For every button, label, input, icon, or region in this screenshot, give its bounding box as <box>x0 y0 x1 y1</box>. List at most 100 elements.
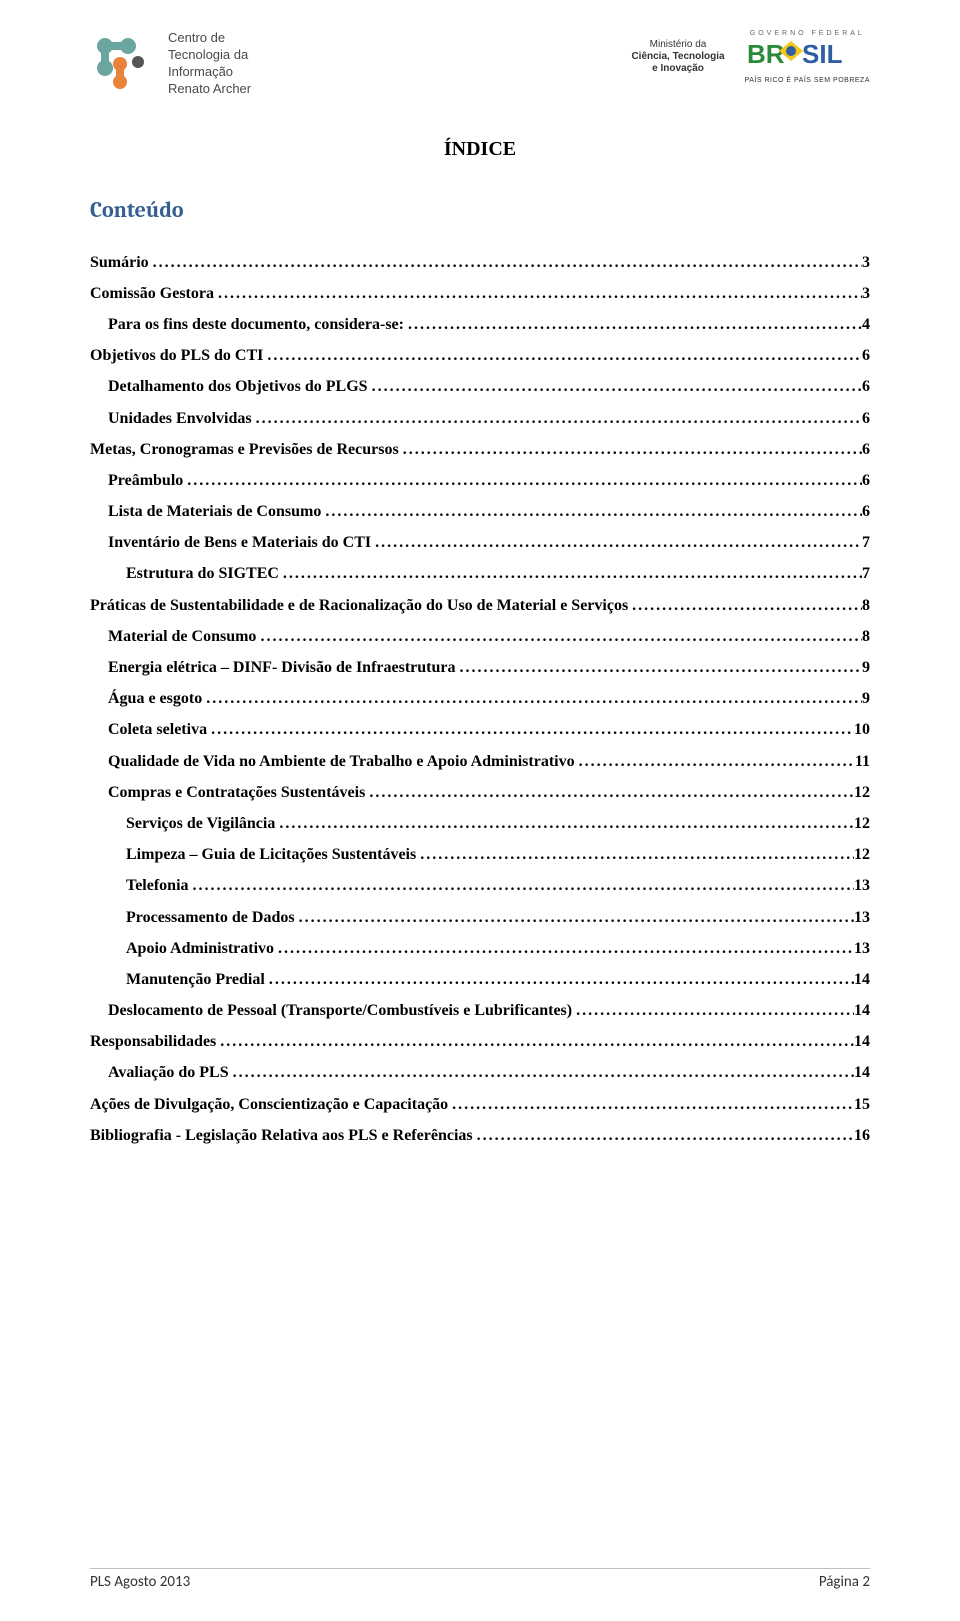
toc-entry-page: 6 <box>862 403 870 434</box>
toc-entry-page: 8 <box>862 621 870 652</box>
toc-entry-page: 13 <box>854 902 870 933</box>
toc-dots <box>183 465 862 496</box>
toc-entry-page: 6 <box>862 434 870 465</box>
toc-entry-page: 14 <box>854 964 870 995</box>
toc-entry-label: Lista de Materiais de Consumo <box>108 496 321 527</box>
brasil-top-text: GOVERNO FEDERAL <box>750 30 865 37</box>
toc-entry-label: Avaliação do PLS <box>108 1057 229 1088</box>
toc-dots <box>448 1089 854 1120</box>
toc-entry[interactable]: Apoio Administrativo 13 <box>90 933 870 964</box>
toc-entry[interactable]: Comissão Gestora3 <box>90 278 870 309</box>
toc-dots <box>321 496 862 527</box>
toc-entry[interactable]: Inventário de Bens e Materiais do CTI7 <box>90 527 870 558</box>
toc-dots <box>207 714 854 745</box>
toc-entry[interactable]: Qualidade de Vida no Ambiente de Trabalh… <box>90 746 870 777</box>
toc-dots <box>263 340 862 371</box>
toc-entry-label: Água e esgoto <box>108 683 202 714</box>
toc-entry-page: 14 <box>854 1057 870 1088</box>
toc-entry[interactable]: Deslocamento de Pessoal (Transporte/Comb… <box>90 995 870 1026</box>
toc-dots <box>229 1057 854 1088</box>
logo-left-text: Centro de Tecnologia da Informação Renat… <box>168 30 251 98</box>
toc-dots <box>416 839 854 870</box>
toc-entry[interactable]: Manutenção Predial 14 <box>90 964 870 995</box>
toc-entry-page: 10 <box>854 714 870 745</box>
toc-entry-label: Processamento de Dados <box>126 902 295 933</box>
toc-dots <box>149 247 862 278</box>
toc-entry-page: 13 <box>854 933 870 964</box>
toc-entry[interactable]: Compras e Contratações Sustentáveis12 <box>90 777 870 808</box>
ministry-text: Ministério da Ciência, Tecnologia e Inov… <box>631 39 724 75</box>
page-header: Centro de Tecnologia da Informação Renat… <box>90 30 870 98</box>
toc-entry-page: 15 <box>854 1089 870 1120</box>
page-footer: PLS Agosto 2013 Página 2 <box>90 1568 870 1591</box>
toc-entry-label: Serviços de Vigilância <box>126 808 275 839</box>
toc-entry[interactable]: Lista de Materiais de Consumo 6 <box>90 496 870 527</box>
svg-text:SIL: SIL <box>802 39 843 69</box>
toc-entry-page: 12 <box>854 808 870 839</box>
toc-entry[interactable]: Metas, Cronogramas e Previsões de Recurs… <box>90 434 870 465</box>
toc-dots <box>275 808 854 839</box>
toc-entry-page: 14 <box>854 1026 870 1057</box>
toc-entry-page: 9 <box>862 652 870 683</box>
document-title: ÍNDICE <box>90 138 870 161</box>
toc-entry[interactable]: Sumário3 <box>90 247 870 278</box>
toc-dots <box>252 403 862 434</box>
toc-entry-label: Objetivos do PLS do CTI <box>90 340 263 371</box>
toc-entry-page: 6 <box>862 340 870 371</box>
toc-entry-label: Manutenção Predial <box>126 964 265 995</box>
footer-right: Página 2 <box>819 1573 870 1591</box>
toc-entry-label: Apoio Administrativo <box>126 933 274 964</box>
toc-entry[interactable]: Bibliografia - Legislação Relativa aos P… <box>90 1120 870 1151</box>
toc-entry-label: Coleta seletiva <box>108 714 207 745</box>
toc-entry-label: Para os fins deste documento, considera-… <box>108 309 404 340</box>
toc-entry-label: Unidades Envolvidas <box>108 403 252 434</box>
toc-dots <box>295 902 854 933</box>
logo-right-group: Ministério da Ciência, Tecnologia e Inov… <box>631 30 870 84</box>
table-of-contents: Sumário3Comissão Gestora3Para os fins de… <box>90 247 870 1151</box>
toc-entry-label: Telefonia <box>126 870 189 901</box>
toc-entry-label: Limpeza – Guia de Licitações Sustentávei… <box>126 839 416 870</box>
toc-entry[interactable]: Energia elétrica – DINF- Divisão de Infr… <box>90 652 870 683</box>
toc-entry-label: Material de Consumo <box>108 621 256 652</box>
toc-dots <box>274 933 854 964</box>
toc-entry[interactable]: Objetivos do PLS do CTI 6 <box>90 340 870 371</box>
brasil-sub-text: PAÍS RICO É PAÍS SEM POBREZA <box>745 77 870 84</box>
toc-entry-page: 7 <box>862 558 870 589</box>
toc-entry-label: Compras e Contratações Sustentáveis <box>108 777 365 808</box>
toc-entry[interactable]: Responsabilidades14 <box>90 1026 870 1057</box>
toc-entry[interactable]: Limpeza – Guia de Licitações Sustentávei… <box>90 839 870 870</box>
toc-entry-page: 8 <box>862 590 870 621</box>
toc-entry[interactable]: Ações de Divulgação, Conscientização e C… <box>90 1089 870 1120</box>
toc-entry[interactable]: Telefonia13 <box>90 870 870 901</box>
toc-entry-page: 6 <box>862 465 870 496</box>
brasil-logo: GOVERNO FEDERAL BR SIL PAÍS RICO É PAÍS … <box>745 30 870 84</box>
toc-entry[interactable]: Avaliação do PLS 14 <box>90 1057 870 1088</box>
page-container: Centro de Tecnologia da Informação Renat… <box>0 0 960 1621</box>
toc-entry[interactable]: Preâmbulo6 <box>90 465 870 496</box>
toc-dots <box>265 964 854 995</box>
toc-dots <box>214 278 862 309</box>
toc-entry-page: 4 <box>862 309 870 340</box>
toc-entry[interactable]: Práticas de Sustentabilidade e de Racion… <box>90 590 870 621</box>
toc-entry[interactable]: Para os fins deste documento, considera-… <box>90 309 870 340</box>
toc-entry[interactable]: Processamento de Dados 13 <box>90 902 870 933</box>
toc-entry-page: 6 <box>862 496 870 527</box>
toc-entry[interactable]: Coleta seletiva 10 <box>90 714 870 745</box>
toc-entry[interactable]: Estrutura do SIGTEC7 <box>90 558 870 589</box>
toc-entry[interactable]: Serviços de Vigilância 12 <box>90 808 870 839</box>
toc-entry[interactable]: Água e esgoto9 <box>90 683 870 714</box>
toc-entry-label: Práticas de Sustentabilidade e de Racion… <box>90 590 628 621</box>
toc-entry-label: Metas, Cronogramas e Previsões de Recurs… <box>90 434 399 465</box>
toc-entry[interactable]: Detalhamento dos Objetivos do PLGS6 <box>90 371 870 402</box>
ministry-line2: Ciência, Tecnologia e Inovação <box>631 51 724 75</box>
toc-entry-page: 6 <box>862 371 870 402</box>
toc-dots <box>256 621 862 652</box>
toc-entry-label: Inventário de Bens e Materiais do CTI <box>108 527 371 558</box>
toc-entry-label: Energia elétrica – DINF- Divisão de Infr… <box>108 652 456 683</box>
toc-entry-page: 3 <box>862 247 870 278</box>
toc-entry[interactable]: Material de Consumo 8 <box>90 621 870 652</box>
toc-entry-label: Bibliografia - Legislação Relativa aos P… <box>90 1120 473 1151</box>
toc-entry-label: Deslocamento de Pessoal (Transporte/Comb… <box>108 995 572 1026</box>
toc-entry[interactable]: Unidades Envolvidas 6 <box>90 403 870 434</box>
svg-text:BR: BR <box>747 39 785 69</box>
